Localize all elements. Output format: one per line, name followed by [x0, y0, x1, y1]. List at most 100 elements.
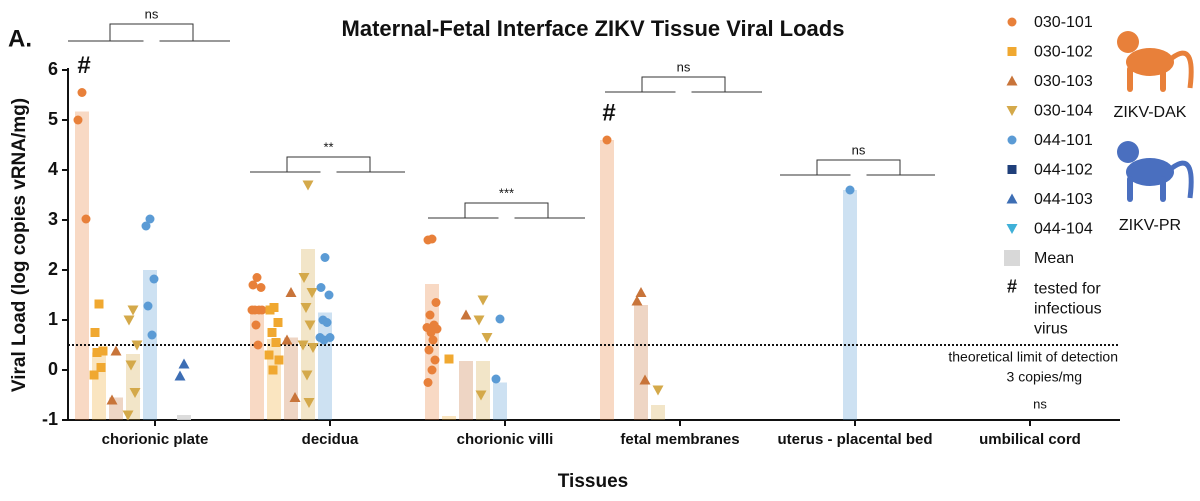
monkey-icon — [1117, 141, 1194, 202]
significance-bracket — [250, 156, 405, 173]
legend-item: 030-102 — [1007, 44, 1093, 61]
significance-bracket — [428, 202, 585, 219]
legend-label: 044-102 — [1034, 162, 1093, 179]
x-tick-label: decidua — [302, 431, 359, 448]
data-point — [73, 115, 83, 125]
mean-bar — [600, 140, 614, 420]
data-point — [248, 280, 258, 290]
legend-label: infectious — [1034, 301, 1102, 318]
data-point — [131, 340, 143, 351]
data-point — [92, 348, 102, 357]
data-point — [316, 283, 326, 292]
significance-label: ** — [323, 139, 333, 154]
legend-label: virus — [1034, 321, 1068, 338]
legend-label: 030-101 — [1034, 14, 1093, 31]
data-point — [264, 350, 274, 360]
x-tick-label: chorionic plate — [102, 431, 209, 448]
data-point — [424, 345, 434, 355]
legend-item: 044-103 — [1006, 191, 1093, 208]
x-tick-label: chorionic villi — [457, 431, 554, 448]
data-point — [274, 355, 284, 365]
data-point — [96, 363, 106, 372]
y-axis-label: Viral Load (log copies vRNA/mg) — [9, 98, 30, 392]
significance-bracket — [605, 76, 762, 93]
data-point — [303, 398, 315, 408]
mean-bar — [493, 382, 507, 420]
mean-bar — [318, 312, 332, 420]
data-point — [90, 328, 100, 337]
legend-mean-swatch — [1004, 250, 1020, 266]
data-point — [324, 290, 334, 300]
significance-bracket — [68, 23, 230, 42]
monkey-icon — [1117, 31, 1194, 92]
data-point — [423, 235, 433, 245]
data-point — [1006, 224, 1018, 234]
data-point — [481, 333, 493, 343]
legend-item: 044-101 — [1007, 132, 1093, 149]
data-point — [495, 314, 505, 324]
strain-label: ZIKV-DAK — [1114, 104, 1187, 121]
legend-item: 030-103 — [1006, 73, 1093, 90]
hash-mark: # — [77, 52, 90, 79]
y-tick-label: 4 — [48, 159, 58, 179]
data-point — [425, 310, 435, 320]
data-point — [430, 355, 440, 365]
data-point — [426, 328, 436, 337]
significance-bracket — [780, 159, 935, 176]
y-tick-label: -1 — [42, 409, 58, 429]
significance-label: ns — [852, 142, 866, 157]
mean-bar — [92, 352, 106, 420]
data-point — [431, 298, 441, 307]
data-point — [125, 360, 137, 371]
legend-label: tested for — [1034, 281, 1101, 298]
data-point — [1006, 106, 1018, 116]
legend-label: 044-101 — [1034, 132, 1093, 149]
y-tick-label: 2 — [48, 259, 58, 279]
data-point — [444, 354, 454, 364]
data-point — [1006, 75, 1018, 86]
data-point — [89, 370, 99, 380]
data-point — [273, 318, 283, 327]
data-point — [271, 338, 281, 347]
mean-bar — [126, 354, 140, 420]
data-point — [304, 320, 316, 331]
legend-label: 030-103 — [1034, 73, 1093, 90]
data-point — [289, 392, 301, 402]
data-point — [110, 345, 122, 356]
data-point — [268, 365, 278, 375]
data-point — [127, 305, 139, 316]
legend-item: 044-104 — [1006, 221, 1093, 238]
data-point — [635, 287, 647, 297]
data-point — [1006, 193, 1018, 204]
data-point — [477, 295, 489, 306]
data-point — [257, 305, 267, 315]
x-tick-label: uterus - placental bed — [777, 431, 932, 448]
mean-bar — [284, 337, 298, 420]
data-point — [123, 315, 135, 326]
chart-title: Maternal-Fetal Interface ZIKV Tissue Vir… — [342, 16, 845, 41]
significance-label: ns — [1033, 396, 1047, 411]
data-point — [322, 318, 332, 327]
data-point — [845, 185, 855, 195]
data-point — [297, 340, 309, 351]
data-point — [106, 394, 118, 405]
y-tick-label: 0 — [48, 359, 58, 379]
data-point — [306, 288, 318, 298]
data-point — [98, 346, 108, 356]
legend-hash: # — [1007, 276, 1017, 296]
mean-bar — [651, 405, 665, 420]
detection-limit-label: 3 copies/mg — [1007, 369, 1082, 385]
y-tick-label: 6 — [48, 59, 58, 79]
data-point — [149, 274, 159, 284]
data-point — [652, 385, 664, 396]
data-point — [639, 374, 651, 385]
legend-item: 030-101 — [1007, 14, 1093, 31]
mean-bar — [634, 305, 648, 420]
data-point — [285, 287, 297, 297]
significance-label: *** — [499, 185, 514, 200]
data-point — [77, 88, 87, 97]
data-point — [319, 335, 329, 345]
mean-bar — [843, 190, 857, 420]
y-tick-label: 1 — [48, 309, 58, 329]
